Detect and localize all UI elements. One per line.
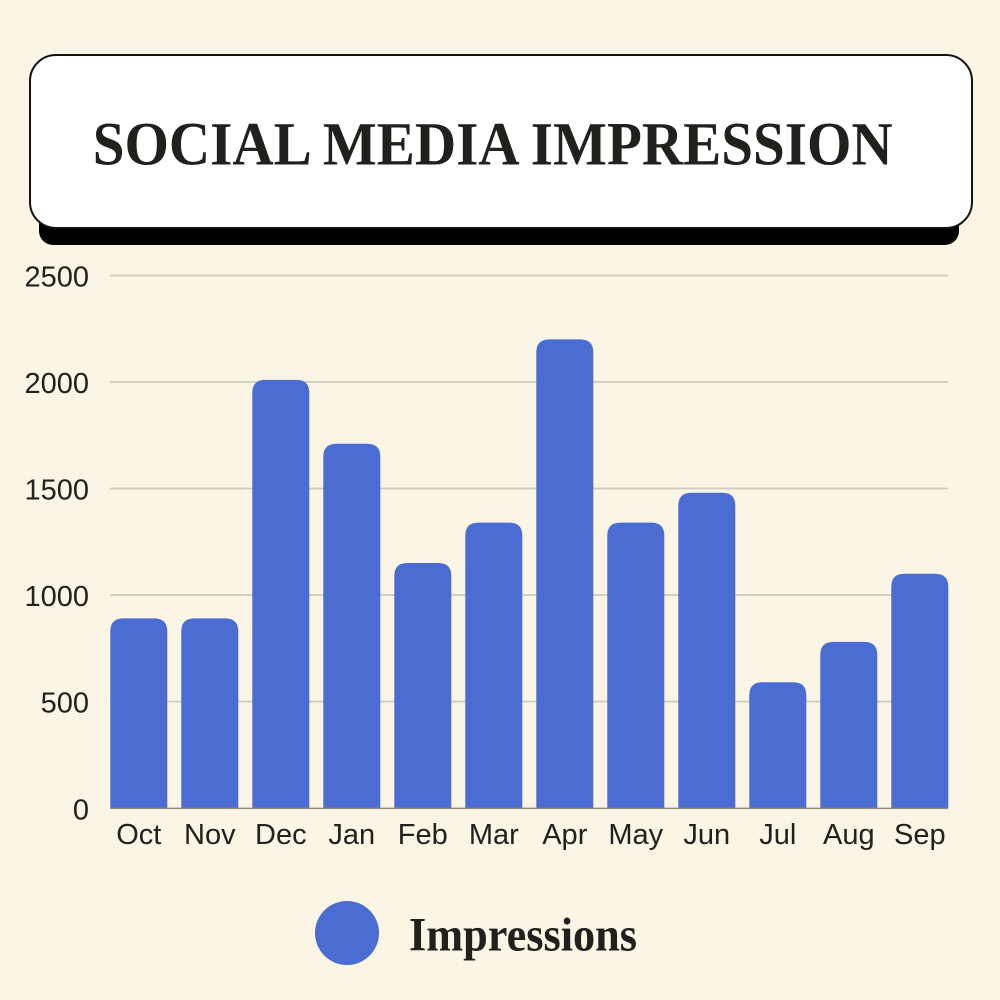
svg-text:May: May	[608, 819, 663, 851]
svg-text:500: 500	[41, 688, 89, 720]
svg-text:Aug: Aug	[823, 819, 875, 851]
svg-text:Oct: Oct	[116, 819, 161, 851]
svg-text:Jan: Jan	[328, 819, 375, 851]
svg-text:Feb: Feb	[398, 819, 448, 851]
svg-text:Sep: Sep	[894, 819, 946, 851]
svg-text:Nov: Nov	[184, 819, 236, 851]
svg-text:Dec: Dec	[255, 819, 307, 851]
svg-text:2500: 2500	[24, 262, 89, 294]
svg-text:1000: 1000	[24, 581, 89, 613]
svg-text:Jul: Jul	[759, 819, 796, 851]
svg-text:SOCIAL MEDIA IMPRESSION: SOCIAL MEDIA IMPRESSION	[93, 112, 893, 179]
svg-text:Jun: Jun	[683, 819, 730, 851]
svg-text:0: 0	[73, 794, 89, 826]
svg-text:Impressions: Impressions	[409, 910, 637, 962]
svg-text:1500: 1500	[24, 475, 89, 507]
svg-text:Apr: Apr	[542, 819, 587, 851]
svg-text:2000: 2000	[24, 368, 89, 400]
svg-text:Mar: Mar	[469, 819, 519, 851]
